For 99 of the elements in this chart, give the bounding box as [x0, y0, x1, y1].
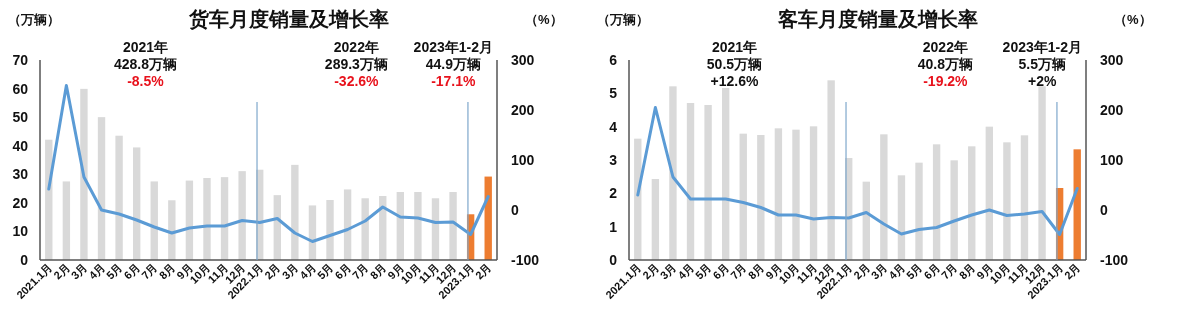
annotation: 428.8万辆: [113, 56, 177, 72]
x-tick-label: 2月: [1062, 260, 1083, 282]
line-series: [47, 84, 490, 243]
bar: [343, 189, 352, 260]
bar: [686, 103, 695, 260]
y2-tick-label: 0: [1100, 202, 1108, 218]
y-tick-label: 4: [609, 118, 618, 135]
bar: [774, 128, 783, 260]
annotation: -8.5%: [127, 73, 165, 89]
bar: [827, 80, 835, 260]
annotation: 40.8万辆: [917, 56, 974, 72]
y-tick-label: 2: [609, 185, 618, 202]
y2-tick-label: 300: [1100, 52, 1124, 68]
text: 2022年: [922, 39, 968, 55]
x-tick-label: 2月: [851, 260, 872, 282]
y-tick-label: 50: [12, 109, 29, 126]
bar: [1020, 135, 1029, 260]
y-tick-label: 0: [20, 252, 29, 268]
text: 2021年: [122, 39, 169, 55]
bar: [1003, 142, 1011, 260]
y2-tick-label: 0: [511, 202, 519, 218]
annotation: -19.2%: [923, 73, 969, 89]
bar: [449, 192, 457, 260]
bar: [62, 181, 71, 260]
y-tick-label: 70: [12, 52, 29, 68]
annotation: 44.9万辆: [425, 56, 481, 72]
y-tick-label: 10: [12, 223, 29, 240]
y2-tick-label: 300: [511, 52, 535, 68]
bar: [220, 177, 229, 260]
y-tick-label: 3: [609, 152, 618, 168]
x-tick-label: 2月: [640, 260, 661, 282]
x-tick-label: 4月: [675, 260, 696, 282]
annotation: 289.3万辆: [324, 56, 388, 72]
bar: [651, 179, 660, 260]
text: 2023年1-2月: [413, 39, 493, 55]
bar: [168, 200, 176, 260]
bar: [669, 86, 677, 260]
y-tick-label: 0: [609, 252, 618, 268]
bar: [132, 147, 141, 260]
y2-axis-title: （%）: [525, 12, 563, 27]
bar: [880, 134, 888, 260]
bar: [414, 192, 422, 260]
y-axis-title: （万辆）: [8, 12, 60, 27]
y-tick-label: 60: [12, 80, 29, 97]
x-tick-label: 4月: [86, 260, 107, 282]
bar: [950, 160, 958, 260]
y2-tick-label: 200: [1100, 102, 1124, 118]
annotation: +2%: [1028, 73, 1058, 89]
bar: [326, 200, 334, 260]
bar: [757, 135, 765, 260]
x-tick-label: 8月: [956, 260, 978, 282]
bar: [809, 126, 818, 260]
y-tick-label: 5: [609, 85, 618, 102]
annotation: 50.5万辆: [706, 56, 763, 72]
bar: [739, 133, 747, 260]
chart-title: 客车月度销量及增长率: [776, 8, 978, 30]
y2-axis-title: （%）: [1114, 12, 1152, 27]
bar: [1073, 149, 1081, 260]
y2-tick-label: -100: [1100, 252, 1129, 268]
bar: [291, 164, 299, 260]
bar: [1038, 86, 1046, 260]
y-tick-label: 1: [609, 218, 618, 235]
annotation: -32.6%: [334, 73, 380, 89]
bar: [968, 146, 976, 260]
x-tick-label: 8月: [367, 260, 389, 282]
y-tick-label: 40: [12, 137, 29, 154]
bar: [897, 175, 906, 260]
text: 2021年: [711, 39, 758, 55]
y-tick-label: 20: [12, 194, 29, 211]
bar: [932, 144, 941, 260]
bar: [97, 117, 106, 260]
y2-tick-label: -100: [511, 252, 540, 268]
y2-tick-label: 100: [1100, 152, 1124, 168]
x-tick-label: 4月: [886, 260, 907, 282]
bar: [80, 88, 88, 260]
bar: [985, 126, 994, 260]
x-tick-label: 2月: [51, 260, 72, 282]
chart-title: 货车月度销量及增长率: [187, 8, 389, 30]
annotation: -17.1%: [431, 73, 477, 89]
bar: [704, 105, 712, 260]
y-tick-label: 6: [609, 52, 618, 68]
annotation: +12.6%: [710, 73, 759, 89]
y-axis-title: （万辆）: [597, 12, 649, 27]
bar: [238, 171, 246, 260]
bar: [792, 129, 800, 260]
bar: [115, 135, 123, 260]
bar: [721, 88, 730, 260]
bar: [203, 178, 211, 260]
bar: [150, 181, 158, 260]
bar: [361, 198, 369, 260]
line-series: [636, 106, 1079, 236]
text: 2023年1-2月: [1002, 39, 1082, 55]
bar: [915, 162, 923, 260]
text: 2022年: [333, 39, 379, 55]
x-tick-label: 2月: [473, 260, 494, 282]
y2-tick-label: 200: [511, 102, 535, 118]
y-tick-label: 30: [12, 166, 29, 183]
annotation: 5.5万辆: [1018, 56, 1067, 72]
y2-tick-label: 100: [511, 152, 535, 168]
